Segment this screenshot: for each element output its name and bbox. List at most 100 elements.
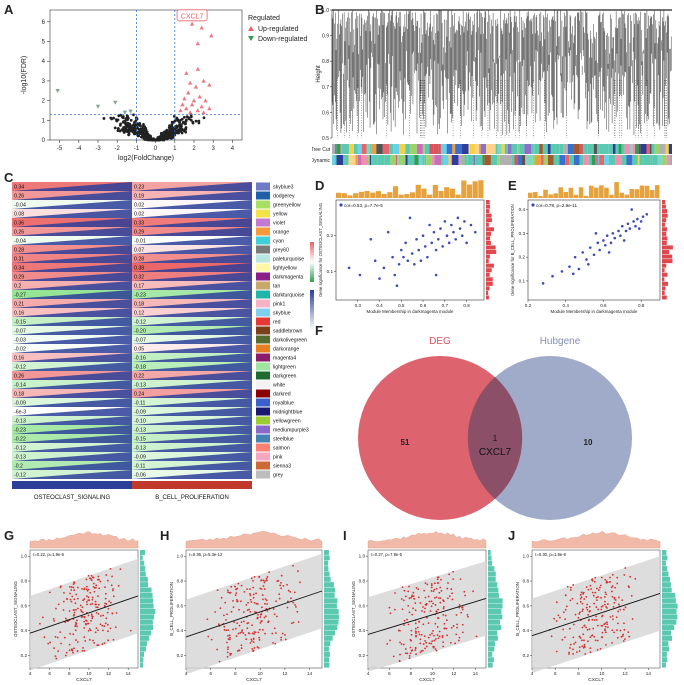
data-point (419, 651, 422, 654)
module-swatch (256, 371, 270, 380)
data-point (442, 607, 445, 610)
data-point (88, 577, 91, 580)
data-point (445, 627, 448, 630)
annotation-dot (339, 203, 343, 207)
data-point (103, 625, 106, 628)
data-point (585, 606, 588, 609)
data-point (437, 582, 439, 585)
data-point (615, 616, 618, 619)
data-point (83, 598, 86, 600)
module-color-segment (583, 155, 589, 165)
scatter-panel-d: cor=0.53, p=7.7e-50.3 0.4 0.5 0.6 0.7 0.80.10… (318, 180, 497, 314)
data-point (423, 635, 426, 638)
panel-label-j: J (508, 528, 516, 543)
side-hist-bar (140, 657, 144, 663)
corr-label: -0.15 (134, 436, 146, 442)
data-point (641, 215, 645, 218)
data-point (438, 630, 441, 633)
data-point (632, 220, 635, 223)
side-hist-bar (486, 268, 492, 273)
pvalue-wedge (12, 191, 132, 200)
pvalue-wedge (132, 425, 252, 434)
data-point (455, 633, 458, 636)
data-point (614, 599, 617, 601)
pvalue-wedge (12, 254, 132, 263)
corr-label: 0.12 (134, 310, 144, 316)
module-color-segment (368, 155, 370, 165)
data-point (88, 599, 90, 602)
pvalue-wedge (12, 263, 132, 272)
ns-point (133, 120, 136, 124)
ns-point (118, 123, 122, 127)
data-point (569, 647, 571, 649)
top-hist-bar (358, 191, 364, 198)
data-point (106, 579, 109, 582)
top-hist-bar (438, 190, 444, 198)
module-color-segment (654, 144, 660, 154)
data-point (92, 576, 95, 579)
data-point (89, 603, 92, 606)
side-hist-bar (488, 571, 496, 577)
side-hist-bar (662, 218, 667, 223)
module-swatch (256, 398, 270, 407)
side-hist-bar (486, 254, 490, 259)
top-density (29, 531, 139, 549)
data-point (612, 605, 615, 608)
pvalue-wedge (12, 434, 132, 443)
module-color-segment (603, 144, 609, 154)
data-point (592, 627, 595, 630)
x-tick-label: -3 (95, 146, 101, 152)
data-point (440, 578, 442, 581)
x-tick-label: 0.8 (638, 303, 645, 308)
count-hubgene-only: 10 (584, 438, 593, 447)
data-point (442, 600, 445, 603)
side-hist-bar (662, 213, 668, 218)
module-color-segment (373, 155, 378, 165)
module-color-segment (569, 155, 574, 165)
module-color-segment (348, 155, 356, 165)
data-point (73, 611, 76, 614)
module-color-segment (547, 144, 551, 154)
module-color-segment (579, 155, 584, 165)
data-point (223, 625, 226, 628)
pvalue-wedge (132, 380, 252, 389)
pvalue-wedge (132, 389, 252, 398)
data-point (583, 643, 586, 646)
data-point (264, 602, 266, 605)
top-hist-bar (427, 194, 433, 198)
data-point (414, 627, 417, 630)
x-tick-label: 4 (231, 146, 235, 152)
top-hist-bar (609, 194, 614, 198)
data-point (279, 584, 282, 587)
data-point (569, 586, 572, 589)
data-point (280, 587, 283, 590)
data-point (579, 597, 582, 600)
side-hist-bar (140, 625, 154, 631)
up-point (178, 108, 183, 113)
top-hist-bar (649, 190, 655, 198)
data-point (410, 596, 412, 599)
ns-point (175, 116, 179, 120)
up-point (203, 98, 208, 103)
data-point (423, 245, 427, 248)
data-point (450, 223, 453, 227)
data-point (569, 599, 572, 602)
corr-label: 0.34 (14, 184, 24, 190)
x-tick-label: 12 (282, 671, 288, 676)
data-point (238, 608, 240, 611)
top-hist-bar (654, 185, 660, 198)
data-point (274, 642, 277, 645)
pvalue-wedge (12, 362, 132, 371)
data-point (358, 273, 362, 277)
data-point (106, 623, 109, 626)
data-point (228, 638, 231, 641)
data-point (441, 634, 444, 637)
ns-point (170, 123, 174, 126)
data-point (576, 651, 578, 653)
dendrogram-lines (331, 10, 672, 138)
module-color-segment (665, 144, 669, 154)
data-point (69, 585, 71, 588)
data-point (287, 589, 290, 592)
module-label: white (273, 382, 285, 388)
corr-label: 0.16 (14, 355, 24, 361)
